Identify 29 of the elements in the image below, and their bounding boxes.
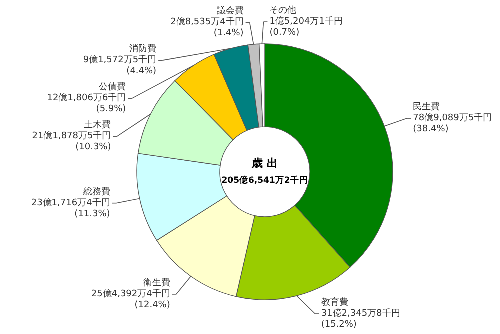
slice-label: 議会費 — [216, 6, 244, 17]
text: 78億9,089万5千円 — [413, 112, 492, 124]
data-label: (5.9%) — [96, 104, 126, 115]
text: 12億1,806万6千円 — [47, 92, 126, 104]
slice-label: 総務費 — [82, 186, 110, 198]
data-label: (10.3%) — [76, 142, 112, 153]
data-label: (38.4%) — [413, 124, 449, 135]
data-label: (4.4%) — [126, 66, 157, 77]
data-label: (11.3%) — [74, 209, 110, 220]
text: 205億6,541万2千円 — [222, 175, 308, 186]
text: 21億1,878万5千円 — [32, 130, 112, 142]
slice-label: 公債費 — [99, 82, 126, 93]
slice-label: 土木費 — [84, 120, 112, 131]
slice-label: その他 — [270, 5, 297, 16]
text: 31億2,345万8千円 — [321, 308, 400, 319]
text: 25億4,392万4千円 — [91, 288, 170, 300]
slice-label: 教育費 — [321, 297, 348, 308]
text: 歳 出 — [251, 157, 278, 170]
slice-label: 消防費 — [130, 44, 157, 55]
slice-label: 衛生費 — [143, 277, 170, 288]
text: 9億1,572万5千円 — [83, 54, 157, 66]
text: 23億1,716万4千円 — [31, 197, 110, 208]
data-label: (12.4%) — [134, 300, 170, 310]
text: 2億8,535万4千円 — [170, 16, 244, 28]
text: 1億5,204万1千円 — [270, 16, 343, 28]
slice-label: 民生費 — [413, 102, 440, 113]
data-label: (0.7%) — [270, 28, 300, 38]
data-label: (1.4%) — [214, 28, 244, 39]
data-label: (15.2%) — [321, 320, 357, 330]
